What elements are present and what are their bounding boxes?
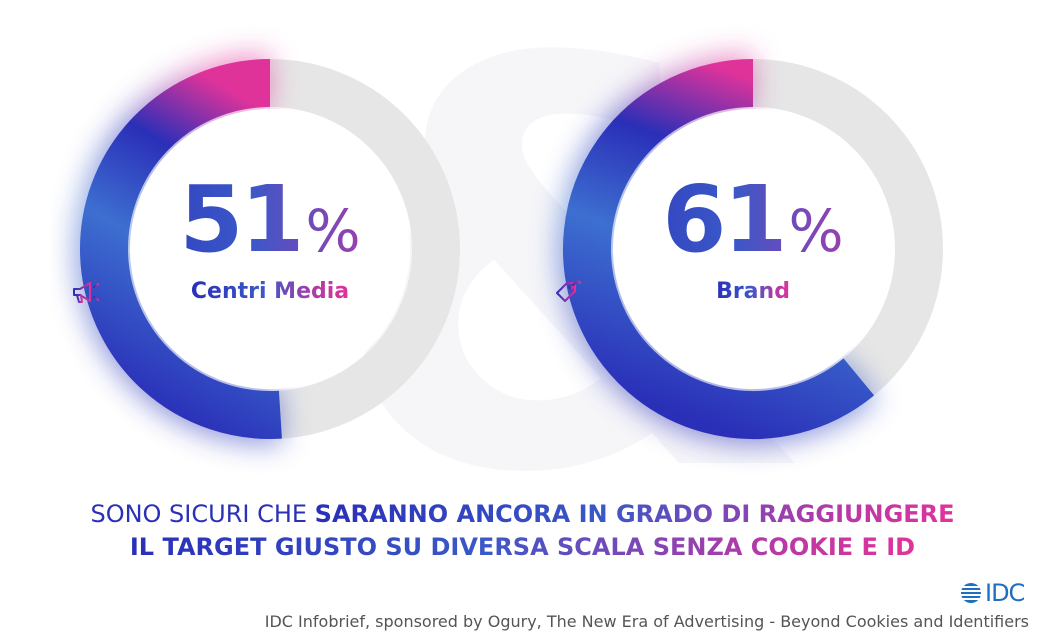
headline-line-1: SONO SICURI CHE SARANNO ANCORA IN GRADO … <box>0 498 1045 531</box>
percentage-number: 61 <box>662 166 785 273</box>
percentage-number: 51 <box>179 166 302 273</box>
headline-bold-text: SARANNO ANCORA IN GRADO DI RAGGIUNGERE <box>314 500 955 528</box>
donut-chart-centri-media: 51% Centri Media <box>70 49 470 449</box>
percent-symbol: % <box>788 197 844 265</box>
donut-chart-brand: 61% Brand <box>553 49 953 449</box>
headline-bold-text-2: IL TARGET GIUSTO SU DIVERSA SCALA SENZA … <box>129 533 916 561</box>
percentage-value: 61% <box>553 174 953 266</box>
donut-inner-fill <box>130 109 410 389</box>
source-citation: IDC Infobrief, sponsored by Ogury, The N… <box>264 612 1029 631</box>
percent-symbol: % <box>305 197 361 265</box>
percentage-value: 51% <box>70 174 470 266</box>
headline: SONO SICURI CHE SARANNO ANCORA IN GRADO … <box>0 498 1045 564</box>
donut-arc-value <box>563 59 875 439</box>
idc-globe-icon <box>960 583 982 603</box>
donut-label: Brand <box>553 279 953 304</box>
donut-inner-fill <box>613 109 893 389</box>
donut-label-text: Brand <box>716 279 790 304</box>
headline-line-2: IL TARGET GIUSTO SU DIVERSA SCALA SENZA … <box>0 531 1045 564</box>
donut-arc-value <box>80 59 282 439</box>
idc-logo: IDC <box>960 579 1025 607</box>
donut-label-text: Centri Media <box>190 279 350 304</box>
donut-svg <box>75 54 460 444</box>
donut-svg <box>558 54 943 444</box>
megaphone-icon <box>73 282 101 303</box>
headline-light-text: SONO SICURI CHE <box>90 500 315 528</box>
price-tag-icon <box>556 280 581 302</box>
donut-label: Centri Media <box>70 279 470 304</box>
idc-logo-text: IDC <box>985 579 1025 607</box>
